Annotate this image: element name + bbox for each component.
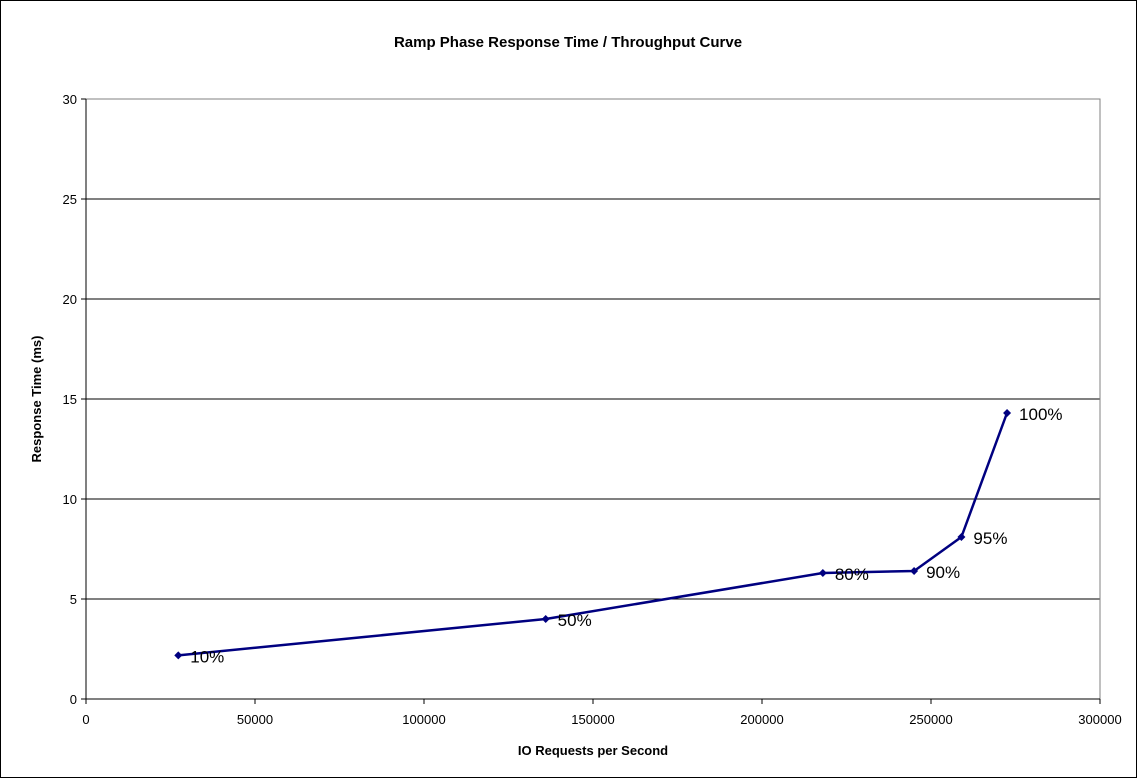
x-tick-label: 0 [82, 712, 89, 727]
y-tick-label: 25 [63, 192, 77, 207]
x-tick-label: 50000 [237, 712, 273, 727]
x-tick-label: 150000 [571, 712, 614, 727]
data-point-marker [174, 651, 183, 660]
y-tick-label: 10 [63, 492, 77, 507]
data-point-label: 50% [558, 611, 592, 630]
series-layer: 10% 50% 80% 90% 95% 100% [174, 405, 1063, 666]
data-point-label: 95% [973, 529, 1007, 548]
x-tick-label: 250000 [909, 712, 952, 727]
data-point-label: 100% [1019, 405, 1062, 424]
y-axis-title: Response Time (ms) [29, 336, 44, 463]
y-tick-label: 30 [63, 92, 77, 107]
x-axis-title: IO Requests per Second [518, 743, 668, 758]
data-point-marker [910, 567, 919, 575]
grid-layer [86, 98, 1100, 600]
y-axis-ticks: 0 5 10 15 20 25 30 [63, 92, 87, 707]
data-point-marker [957, 533, 966, 541]
data-point-marker [818, 569, 827, 577]
chart-title: Ramp Phase Response Time / Throughput Cu… [394, 34, 742, 51]
data-point-label: 10% [190, 647, 224, 666]
x-tick-label: 100000 [402, 712, 445, 727]
y-tick-label: 15 [63, 392, 77, 407]
data-point-label: 80% [835, 565, 869, 584]
y-tick-label: 20 [63, 292, 77, 307]
data-point-marker [541, 615, 550, 623]
data-point-label: 90% [926, 563, 960, 582]
x-axis-ticks: 0 50000 100000 150000 200000 250000 300000 [82, 698, 1122, 727]
y-tick-label: 0 [70, 692, 77, 707]
series-line [178, 412, 1009, 657]
y-tick-label: 5 [70, 592, 77, 607]
data-point-marker [1003, 409, 1012, 417]
x-tick-label: 200000 [740, 712, 783, 727]
x-tick-label: 300000 [1078, 712, 1121, 727]
